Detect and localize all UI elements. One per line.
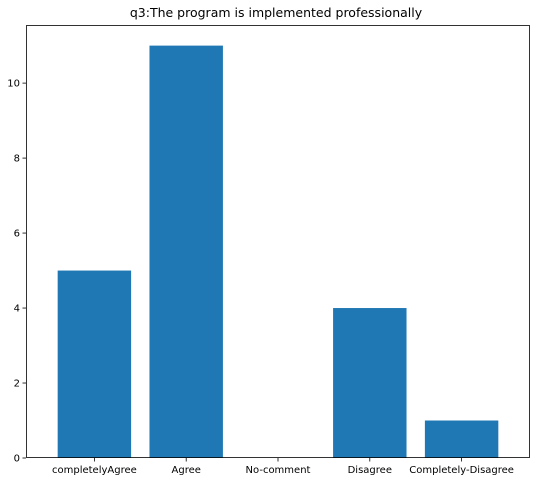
x-axis-ticks: completelyAgree Agree No-comment Disagree Co…: [52, 458, 514, 476]
y-axis-ticks: 0 2 4 6 8 10: [7, 79, 26, 465]
bar-agree: [149, 45, 223, 459]
x-tick-label: No-comment: [246, 465, 311, 476]
y-tick-label: 6: [14, 229, 20, 240]
x-tick-label: Disagree: [348, 465, 392, 476]
y-tick-label: 0: [14, 454, 20, 465]
y-tick-label: 2: [14, 379, 20, 390]
axes-layer: [26, 25, 530, 458]
chart-title: q3:The program is implemented profession…: [130, 5, 423, 20]
x-tick-label: completelyAgree: [52, 465, 137, 476]
bar-disagree: [333, 308, 407, 458]
y-tick-label: 8: [14, 154, 20, 165]
bar-completely-disagree: [424, 420, 499, 458]
x-tick-label: Completely-Disagree: [409, 465, 514, 476]
plot-frame: [26, 25, 530, 458]
bar-completelyagree: [57, 270, 132, 458]
bars-layer: [57, 45, 499, 459]
y-tick-label: 4: [14, 304, 20, 315]
x-tick-label: Agree: [172, 465, 201, 476]
y-tick-label: 10: [7, 79, 20, 90]
